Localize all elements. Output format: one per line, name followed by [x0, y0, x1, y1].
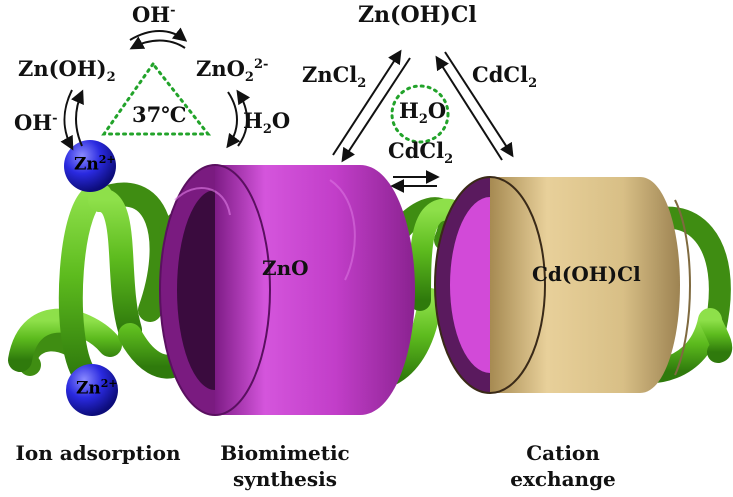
temperature-triangle — [101, 61, 212, 136]
zn-oh-2-label: Zn(OH)2 — [18, 56, 116, 86]
stage-biomimetic-synthesis: Biomimetic synthesis — [220, 441, 350, 491]
h2o-center-label: H2O — [399, 98, 447, 128]
cdcl2-right-label: CdCl2 — [472, 62, 538, 92]
cycle-arrows — [60, 27, 251, 151]
zno2-label: ZnO22- — [196, 56, 269, 86]
stage-cation-exchange: Cation exchange — [510, 441, 616, 491]
zno-tube — [159, 164, 415, 416]
stage-ion-adsorption: Ion adsorption — [15, 441, 181, 465]
cdcl2-center-label: CdCl2 — [388, 138, 454, 168]
h2o-right-label: H2O — [243, 108, 291, 138]
temperature-label: 37℃ — [132, 102, 187, 127]
zncl2-label: ZnCl2 — [302, 62, 367, 92]
zn-ion-bottom — [66, 364, 118, 416]
oh-left-label: OH- — [14, 110, 58, 135]
zn-ion-top — [64, 140, 116, 192]
exchange-arrows — [332, 49, 514, 193]
cdohcl-tube — [434, 176, 691, 394]
zno-tube-label: ZnO — [262, 256, 309, 280]
oh-top-label: OH- — [132, 2, 176, 27]
cdohcl-tube-label: Cd(OH)Cl — [532, 262, 641, 286]
zn-ion-bottom-label: Zn2+ — [76, 377, 118, 399]
zn-oh-cl-label: Zn(OH)Cl — [358, 2, 477, 28]
h2o-dotted-circle — [390, 84, 450, 144]
zn-ion-top-label: Zn2+ — [74, 153, 116, 175]
